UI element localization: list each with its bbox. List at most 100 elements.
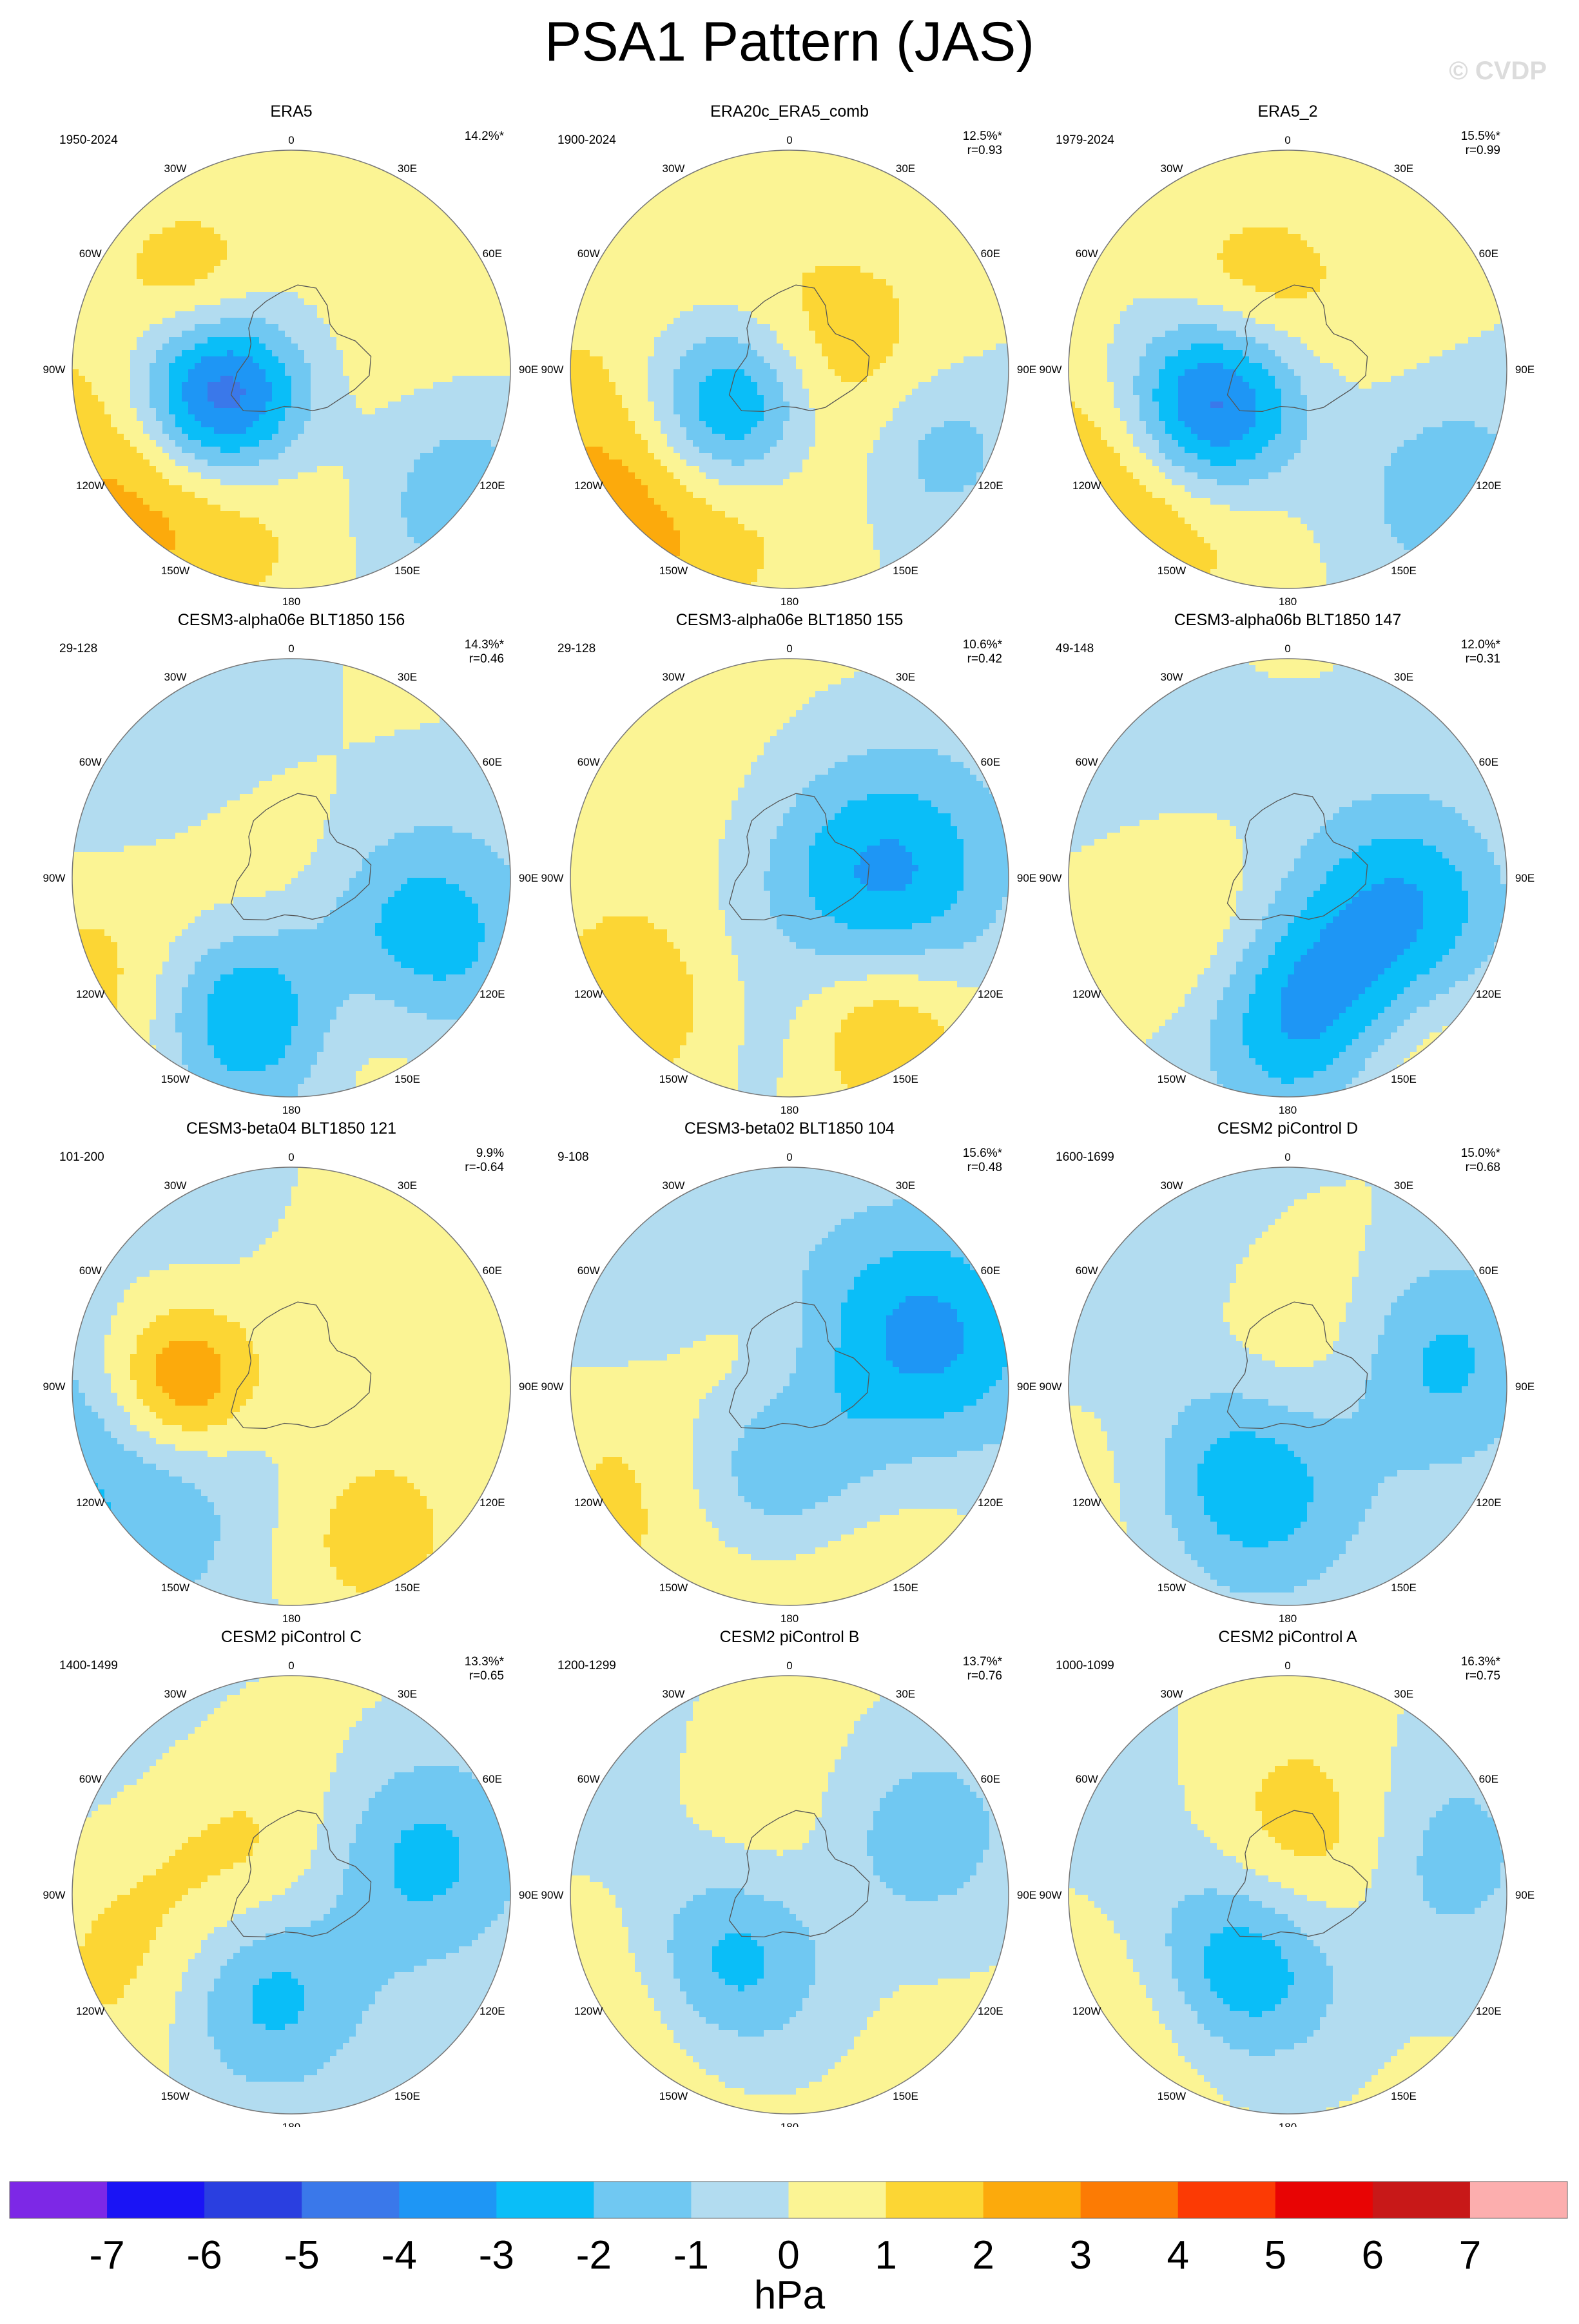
- anomaly-field: [570, 1167, 1009, 1605]
- colorbar-swatch: [302, 2182, 400, 2218]
- coastline: [230, 284, 372, 412]
- longitude-label: 150E: [394, 1582, 420, 1594]
- longitude-label: 120W: [1072, 988, 1101, 1000]
- anomaly-field: [72, 659, 510, 1097]
- colorbar-tick-label: 4: [1167, 2233, 1189, 2278]
- coastline: [728, 1810, 870, 1938]
- colorbar-tick-label: 7: [1459, 2233, 1481, 2278]
- map-panel: 0 30E 60E 90E 120E 150E 180 150W 120W 90W 60W 30W CE…: [541, 611, 1037, 1116]
- coastline: [230, 793, 372, 921]
- coastline: [1226, 284, 1368, 412]
- longitude-label: 180: [1279, 1104, 1297, 1116]
- coastline: [728, 284, 870, 412]
- map-panel: 0 30E 60E 90E 120E 150E 180 150W 120W 90W 60W 30W CE…: [43, 1628, 539, 2127]
- longitude-label: 180: [282, 1612, 300, 1625]
- longitude-label: 0: [288, 134, 294, 146]
- longitude-label: 150W: [659, 1073, 688, 1085]
- longitude-label: 120E: [978, 479, 1003, 492]
- coastline: [230, 1301, 372, 1429]
- longitude-label: 90E: [519, 363, 538, 376]
- panel-correlation: r=0.68: [1466, 1161, 1500, 1174]
- panel-title: CESM2 piControl C: [221, 1628, 362, 1646]
- map-boundary: [570, 658, 1009, 1098]
- longitude-label: 90W: [541, 1889, 564, 1901]
- panel-title: CESM3-alpha06e BLT1850 155: [676, 611, 904, 629]
- longitude-label: 150E: [394, 2090, 420, 2102]
- longitude-label: 180: [282, 2121, 300, 2127]
- panel-title: CESM2 piControl A: [1218, 1628, 1357, 1646]
- anomaly-field: [1069, 150, 1507, 588]
- colorbar-swatch: [691, 2182, 789, 2218]
- longitude-label: 90E: [1515, 1380, 1535, 1393]
- map-boundary: [1068, 150, 1507, 589]
- longitude-label: 180: [780, 2121, 799, 2127]
- panel-years: 49-148: [1056, 642, 1094, 655]
- colorbar-unit: hPa: [754, 2273, 826, 2318]
- anomaly-field: [72, 150, 510, 588]
- longitude-label: 60E: [1479, 247, 1498, 260]
- panel-variance: 9.9%: [476, 1147, 504, 1160]
- longitude-label: 150W: [1158, 565, 1186, 577]
- longitude-label: 120E: [480, 479, 505, 492]
- longitude-label: 180: [1279, 596, 1297, 608]
- figure-title: PSA1 Pattern (JAS): [0, 6, 1579, 77]
- map-panel: 0 30E 60E 90E 120E 150E 180 150W 120W 90W 60W 30W CE…: [43, 1119, 539, 1625]
- longitude-label: 30W: [1161, 671, 1183, 683]
- longitude-label: 60W: [577, 247, 600, 260]
- panel-correlation: r=0.46: [469, 652, 504, 666]
- longitude-label: 90E: [1017, 1889, 1036, 1901]
- watermark: © CVDP: [1449, 57, 1547, 86]
- longitude-label: 30W: [164, 671, 187, 683]
- longitude-label: 120E: [1476, 988, 1502, 1000]
- colorbar-tick-label: 0: [777, 2233, 799, 2278]
- longitude-label: 120E: [978, 2005, 1003, 2017]
- longitude-label: 120W: [1072, 479, 1101, 492]
- longitude-label: 150W: [659, 2090, 688, 2102]
- colorbar-tick-label: 6: [1362, 2233, 1384, 2278]
- panel-title: CESM2 piControl B: [720, 1628, 860, 1646]
- longitude-label: 60E: [981, 756, 1000, 768]
- longitude-label: 60W: [79, 1773, 102, 1785]
- colorbar-tick-label: -5: [284, 2233, 320, 2278]
- colorbar-swatch: [788, 2182, 887, 2218]
- colorbar: -7 -6 -5 -4 -3 -2 -1 0 1 2 3 4 5 6 7 hPa: [9, 2181, 1568, 2318]
- longitude-label: 30W: [663, 162, 685, 175]
- longitude-label: 0: [786, 1151, 792, 1163]
- longitude-label: 150E: [1391, 1073, 1417, 1085]
- longitude-label: 150W: [161, 2090, 189, 2102]
- longitude-label: 30E: [1394, 1179, 1413, 1192]
- colorbar-swatch: [594, 2182, 692, 2218]
- colorbar-tick-label: -3: [479, 2233, 514, 2278]
- panel-variance: 14.3%*: [465, 638, 505, 652]
- panel-title: CESM2 piControl D: [1217, 1119, 1358, 1138]
- longitude-label: 150W: [161, 565, 189, 577]
- longitude-label: 90E: [1515, 872, 1535, 884]
- map-panel: 0 30E 60E 90E 120E 150E 180 150W 120W 90W 60W 30W CE…: [1040, 1628, 1535, 2127]
- longitude-label: 60W: [1076, 1264, 1098, 1277]
- map-boundary: [72, 1675, 511, 2115]
- longitude-label: 180: [282, 1104, 300, 1116]
- longitude-label: 120W: [574, 1496, 603, 1509]
- panel-variance: 13.7%*: [963, 1655, 1003, 1669]
- longitude-label: 150W: [659, 565, 688, 577]
- panel-correlation: r=0.75: [1466, 1669, 1500, 1683]
- panel-years: 1600-1699: [1056, 1150, 1114, 1164]
- longitude-label: 120W: [574, 479, 603, 492]
- longitude-label: 60E: [981, 247, 1000, 260]
- panel-years: 29-128: [557, 642, 596, 655]
- longitude-label: 150W: [1158, 2090, 1186, 2102]
- coastline: [1226, 793, 1368, 921]
- longitude-label: 60W: [79, 247, 102, 260]
- longitude-label: 0: [1284, 134, 1290, 146]
- longitude-label: 60W: [1076, 1773, 1098, 1785]
- longitude-label: 30W: [1161, 1179, 1183, 1192]
- longitude-label: 30E: [398, 1688, 417, 1700]
- panel-variance: 15.5%*: [1461, 130, 1501, 143]
- longitude-label: 150E: [394, 1073, 420, 1085]
- map-boundary: [570, 1167, 1009, 1606]
- longitude-label: 90E: [519, 1380, 538, 1393]
- longitude-label: 90W: [1040, 872, 1062, 884]
- anomaly-field: [1069, 1676, 1507, 2114]
- map-panel: 0 30E 60E 90E 120E 150E 180 150W 120W 90W 60W 30W CE…: [541, 1119, 1037, 1625]
- longitude-label: 30E: [896, 1688, 915, 1700]
